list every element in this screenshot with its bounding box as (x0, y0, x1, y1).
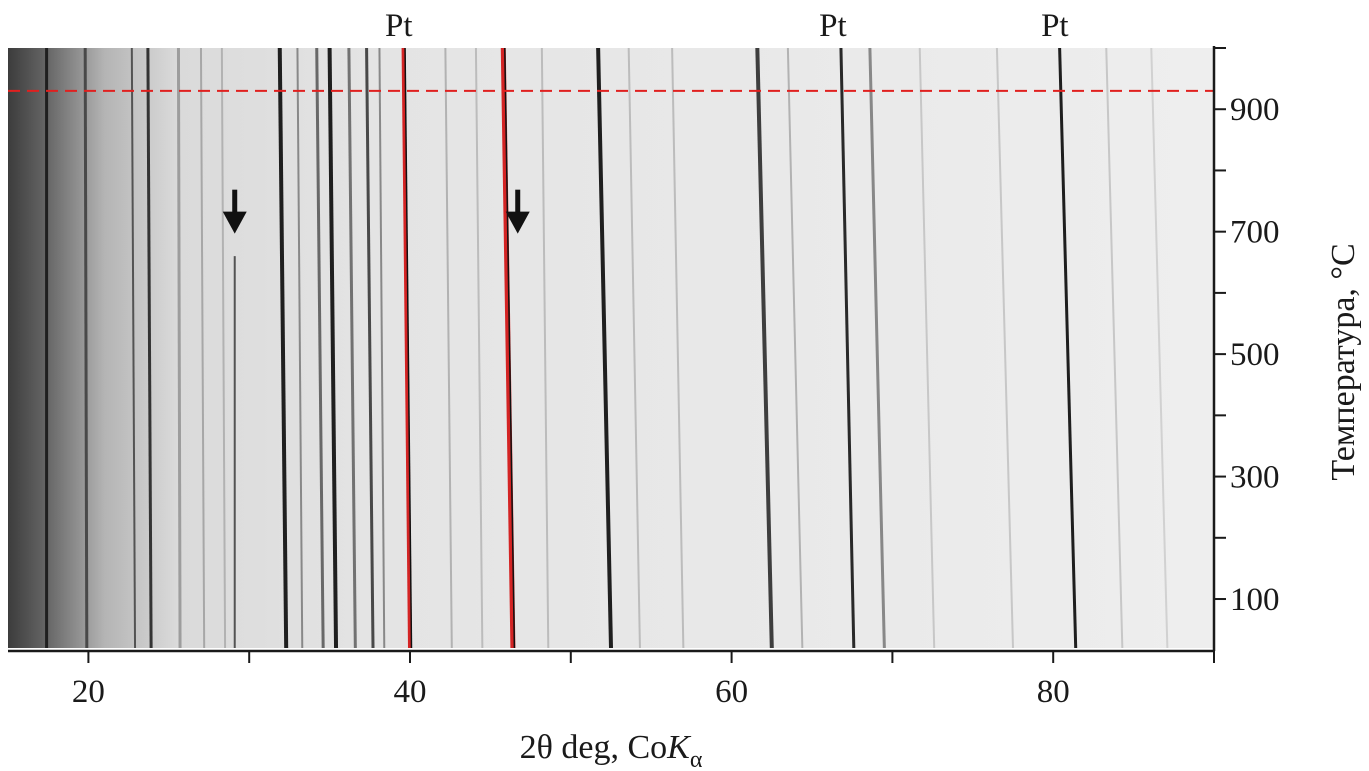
x-tick-label: 20 (72, 674, 105, 710)
peak-label-pt: Pt (385, 8, 413, 44)
diffraction-line-17 (474, 48, 484, 648)
diffraction-line-21 (627, 48, 641, 648)
y-tick-label: 900 (1230, 92, 1280, 128)
arrows (222, 189, 530, 234)
arrow-shaft (515, 189, 521, 214)
diffraction-line-28 (995, 48, 1014, 648)
peak-label-pt: Pt (819, 8, 847, 44)
x-axis-title: 2θ deg, CoKα (520, 729, 703, 771)
arrow-shaft (232, 189, 238, 214)
diffraction-line-2 (130, 48, 137, 648)
diffraction-line-26 (868, 48, 886, 648)
peak-labels: Pt Pt Pt (385, 8, 1069, 44)
diffraction-line-6 (220, 48, 227, 648)
diffraction-line-core-18 (504, 48, 516, 648)
y-ticks: 100 300 500 700 900 (1214, 47, 1280, 618)
diffraction-line-12 (347, 48, 357, 648)
x-tick-label: 60 (715, 674, 748, 710)
diffraction-line-20 (596, 48, 613, 648)
diffraction-line-13 (365, 48, 375, 648)
diffraction-line-4 (176, 48, 182, 648)
diffraction-line-1 (83, 48, 89, 648)
diffraction-line-31 (1150, 48, 1169, 648)
x-tick-label: 80 (1037, 674, 1070, 710)
diffraction-line-19 (540, 48, 550, 648)
diffraction-line-15 (401, 48, 412, 648)
diffraction-line-27 (918, 48, 936, 648)
diffraction-line-30 (1105, 48, 1124, 648)
diffraction-line-3 (146, 48, 153, 648)
y-tick-label: 700 (1230, 215, 1280, 251)
x-tick-label: 40 (394, 674, 427, 710)
y-tick-label: 500 (1230, 337, 1280, 373)
diffraction-line-8 (277, 48, 289, 648)
y-tick-label: 100 (1230, 582, 1280, 618)
diffraction-line-core-15 (404, 48, 413, 648)
diffraction-line-5 (199, 48, 206, 648)
diffraction-line-16 (444, 48, 453, 648)
arrow-0 (222, 189, 247, 234)
plot-background (8, 48, 1214, 648)
diffraction-line-22 (671, 48, 685, 648)
peak-label-pt: Pt (1041, 8, 1069, 44)
diffraction-line-9 (296, 48, 304, 648)
diffraction-line-25 (839, 48, 856, 648)
diffraction-line-24 (786, 48, 804, 648)
diffraction-line-23 (755, 48, 774, 648)
y-axis-title: Температура, °C (1325, 243, 1362, 480)
arrow-head (222, 211, 247, 234)
diffraction-line-14 (378, 48, 386, 648)
x-ticks: 20 40 60 80 (72, 651, 1215, 710)
diffraction-line-18 (500, 48, 516, 648)
arrow-head (505, 211, 530, 234)
diffraction-line-10 (315, 48, 325, 648)
y-tick-label: 300 (1230, 460, 1280, 496)
arrow-1 (505, 189, 530, 234)
diffraction-lines (45, 48, 1169, 648)
diffraction-line-29 (1058, 48, 1078, 648)
diffraction-line-11 (327, 48, 339, 648)
